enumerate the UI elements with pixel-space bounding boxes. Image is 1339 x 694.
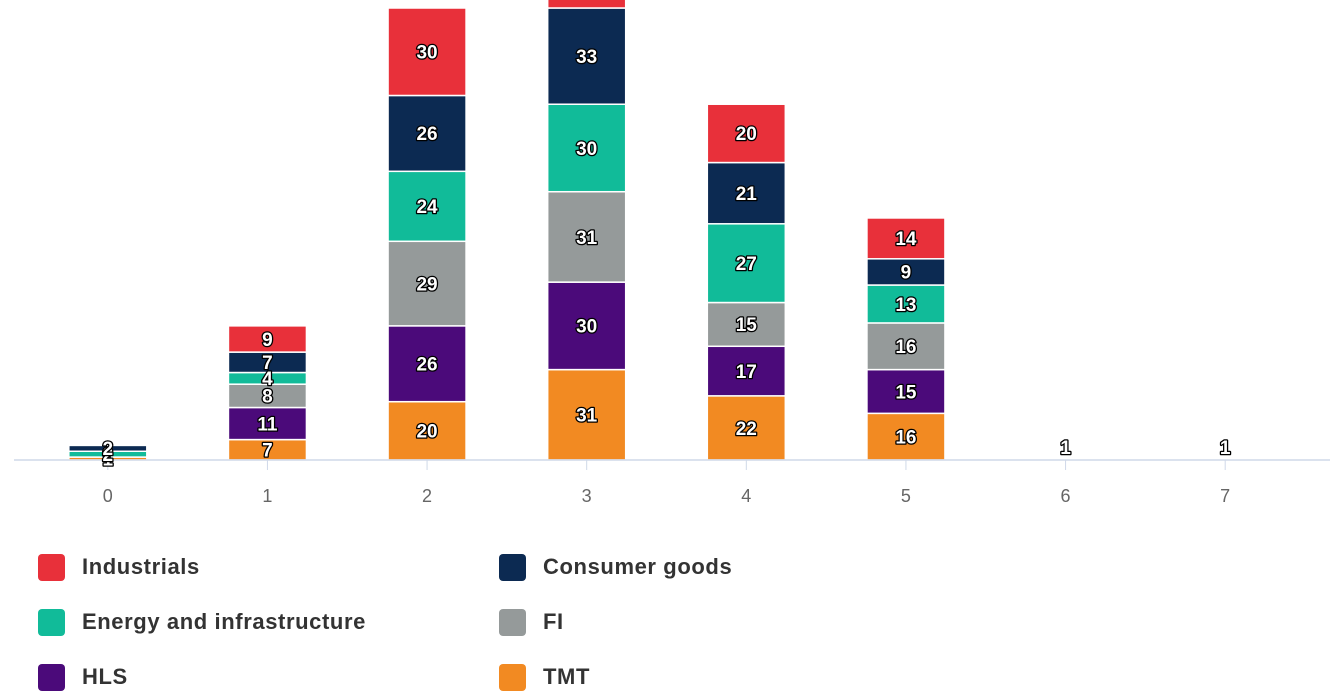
bar-segment-energy-and-infrastructure-3[interactable] <box>546 103 627 193</box>
x-tick-label-2: 2 <box>422 486 432 506</box>
bar-segment-industrials-1[interactable] <box>227 325 308 353</box>
bar-segment-hls-5[interactable] <box>866 368 946 415</box>
legend-swatch-hls <box>38 663 65 691</box>
legend-label-industrials: Industrials <box>82 554 200 579</box>
legend-swatch-industrials <box>38 553 65 581</box>
bar-segment-consumer-goods-4[interactable] <box>706 161 787 225</box>
legend-label-energy-and-infrastructure: Energy and infrastructure <box>82 609 366 634</box>
data-label-fi-4: 15 <box>736 315 758 336</box>
data-label-tmt-5: 16 <box>895 428 916 449</box>
bar-segment-industrials-5[interactable] <box>866 217 946 260</box>
data-label-hls-5: 15 <box>895 382 917 403</box>
legend-label-tmt: TMT <box>543 664 591 689</box>
bar-segment-consumer-goods-3[interactable] <box>546 7 627 105</box>
legend-swatch-tmt <box>499 663 526 691</box>
data-label-industrials-4: 20 <box>736 124 757 145</box>
bar-segment-industrials-2[interactable] <box>387 7 467 97</box>
bar-segment-industrials-3[interactable] <box>546 0 627 9</box>
data-label-consumer-goods-5: 9 <box>901 263 912 284</box>
bar-segment-consumer-goods-0[interactable] <box>68 444 148 453</box>
data-label-consumer-goods-4: 21 <box>736 184 758 205</box>
legend-item-tmt[interactable]: TMT <box>499 662 590 692</box>
bar-segment-hls-3[interactable] <box>546 281 627 371</box>
bar-segment-industrials-4[interactable] <box>706 103 787 164</box>
data-label-energy-and-infrastructure-2: 24 <box>416 197 438 218</box>
data-label-top-6: 1 <box>1060 438 1071 459</box>
bar-segment-energy-and-infrastructure-5[interactable] <box>866 284 946 324</box>
legend-item-industrials[interactable]: Industrials <box>38 552 200 582</box>
bar-segment-fi-5[interactable] <box>866 322 946 371</box>
x-tick-label-0: 0 <box>103 486 113 506</box>
data-label-energy-and-infrastructure-1: 4 <box>262 369 273 390</box>
data-label-tmt-4: 22 <box>736 419 757 440</box>
legend-label-hls: HLS <box>82 664 128 689</box>
bar-segment-tmt-4[interactable] <box>706 395 787 461</box>
data-label-consumer-goods-0: 2 <box>103 439 114 460</box>
legend-item-energy-and-infrastructure[interactable]: Energy and infrastructure <box>38 607 366 637</box>
bar-segment-fi-3[interactable] <box>546 190 627 283</box>
legend-label-fi: FI <box>543 609 564 634</box>
bar-segment-fi-2[interactable] <box>387 240 467 327</box>
bar-segment-hls-4[interactable] <box>706 345 787 397</box>
bar-segment-hls-2[interactable] <box>387 325 467 403</box>
bar-segment-hls-1[interactable] <box>227 406 308 441</box>
data-label-hls-2: 26 <box>416 355 437 376</box>
data-label-industrials-5: 14 <box>895 229 917 250</box>
x-tick-label-4: 4 <box>741 486 751 506</box>
bars-layer <box>68 0 946 461</box>
x-tick-label-7: 7 <box>1220 486 1230 506</box>
data-label-fi-3: 31 <box>576 228 598 249</box>
data-label-energy-and-infrastructure-4: 27 <box>736 254 757 275</box>
bar-segment-energy-and-infrastructure-2[interactable] <box>387 170 467 243</box>
legend-item-fi[interactable]: FI <box>499 607 564 637</box>
bar-segment-tmt-2[interactable] <box>387 400 467 461</box>
x-tick-label-3: 3 <box>582 486 592 506</box>
data-label-industrials-1: 9 <box>262 330 273 351</box>
data-label-tmt-1: 7 <box>262 441 273 462</box>
data-label-top-7: 1 <box>1220 438 1231 459</box>
data-label-tmt-2: 20 <box>416 422 437 443</box>
legend-swatch-consumer-goods <box>499 553 526 581</box>
legend-label-consumer-goods: Consumer goods <box>543 554 733 579</box>
data-labels-layer: 1227118479202629242630313031303326221715… <box>101 41 1232 471</box>
data-label-hls-3: 30 <box>576 317 597 338</box>
x-tick-label-1: 1 <box>262 486 272 506</box>
data-label-industrials-2: 30 <box>416 43 437 64</box>
data-label-hls-1: 11 <box>257 414 278 435</box>
data-label-hls-4: 17 <box>736 362 757 383</box>
data-label-energy-and-infrastructure-5: 13 <box>895 295 916 316</box>
bar-segment-fi-4[interactable] <box>706 301 787 348</box>
data-label-energy-and-infrastructure-3: 30 <box>576 139 597 160</box>
data-label-tmt-0: 1 <box>103 449 114 470</box>
legend-item-consumer-goods[interactable]: Consumer goods <box>499 552 732 582</box>
data-label-consumer-goods-2: 26 <box>416 124 437 145</box>
x-tick-label-5: 5 <box>901 486 911 506</box>
bar-segment-tmt-3[interactable] <box>546 368 627 461</box>
data-label-fi-1: 8 <box>262 387 273 408</box>
legend-item-hls[interactable]: HLS <box>38 662 128 692</box>
x-axis: 0 1 2 3 4 5 6 7 <box>14 459 1330 506</box>
bar-segment-consumer-goods-2[interactable] <box>387 94 467 173</box>
data-label-tmt-3: 31 <box>576 406 598 427</box>
data-label-energy-and-infrastructure-0: 2 <box>103 445 114 466</box>
legend-swatch-energy-and-infrastructure <box>38 608 65 636</box>
data-label-fi-2: 29 <box>416 274 437 295</box>
data-label-consumer-goods-1: 7 <box>262 353 273 374</box>
legend-swatch-fi <box>499 608 526 636</box>
x-tick-label-6: 6 <box>1061 486 1071 506</box>
data-label-consumer-goods-3: 33 <box>576 47 597 68</box>
data-label-fi-5: 16 <box>895 337 916 358</box>
